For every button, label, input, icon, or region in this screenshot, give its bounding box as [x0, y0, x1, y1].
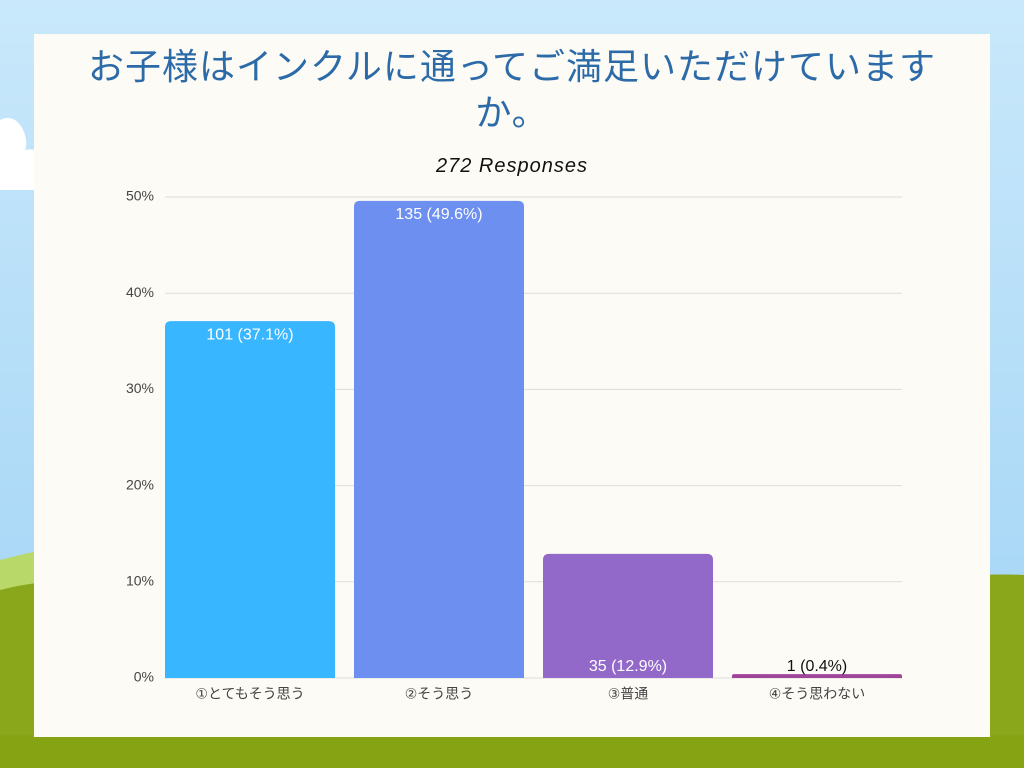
x-tick-label: ④そう思わない [769, 686, 866, 702]
x-tick-label: ②そう思う [405, 686, 474, 702]
x-tick-label: ①とてもそう思う [195, 686, 304, 702]
bar [354, 200, 524, 678]
data-label: 135 (49.6%) [395, 206, 482, 223]
bar [165, 321, 335, 678]
y-tick-label: 30% [126, 380, 154, 396]
chart-subtitle: 272 Responses [436, 155, 588, 177]
bar [543, 553, 713, 678]
ground [0, 735, 1024, 768]
data-label: 101 (37.1%) [206, 326, 293, 343]
y-tick-label: 20% [126, 476, 154, 492]
data-label: 1 (0.4%) [787, 658, 847, 675]
bar [732, 674, 902, 678]
data-label: 35 (12.9%) [589, 658, 667, 675]
x-tick-label: ③普通 [608, 686, 649, 702]
y-tick-label: 0% [134, 669, 154, 685]
y-tick-label: 40% [126, 284, 154, 300]
chart-title: お子様はインクルに通ってご満足いただけていますか。 [87, 46, 937, 133]
y-tick-label: 10% [126, 573, 154, 589]
plot: 0% 10% 20% 30% 40% 50% ①とてもそう思う 101 (37.1%) ②そう思… [126, 188, 902, 702]
y-tick-label: 50% [126, 188, 154, 204]
